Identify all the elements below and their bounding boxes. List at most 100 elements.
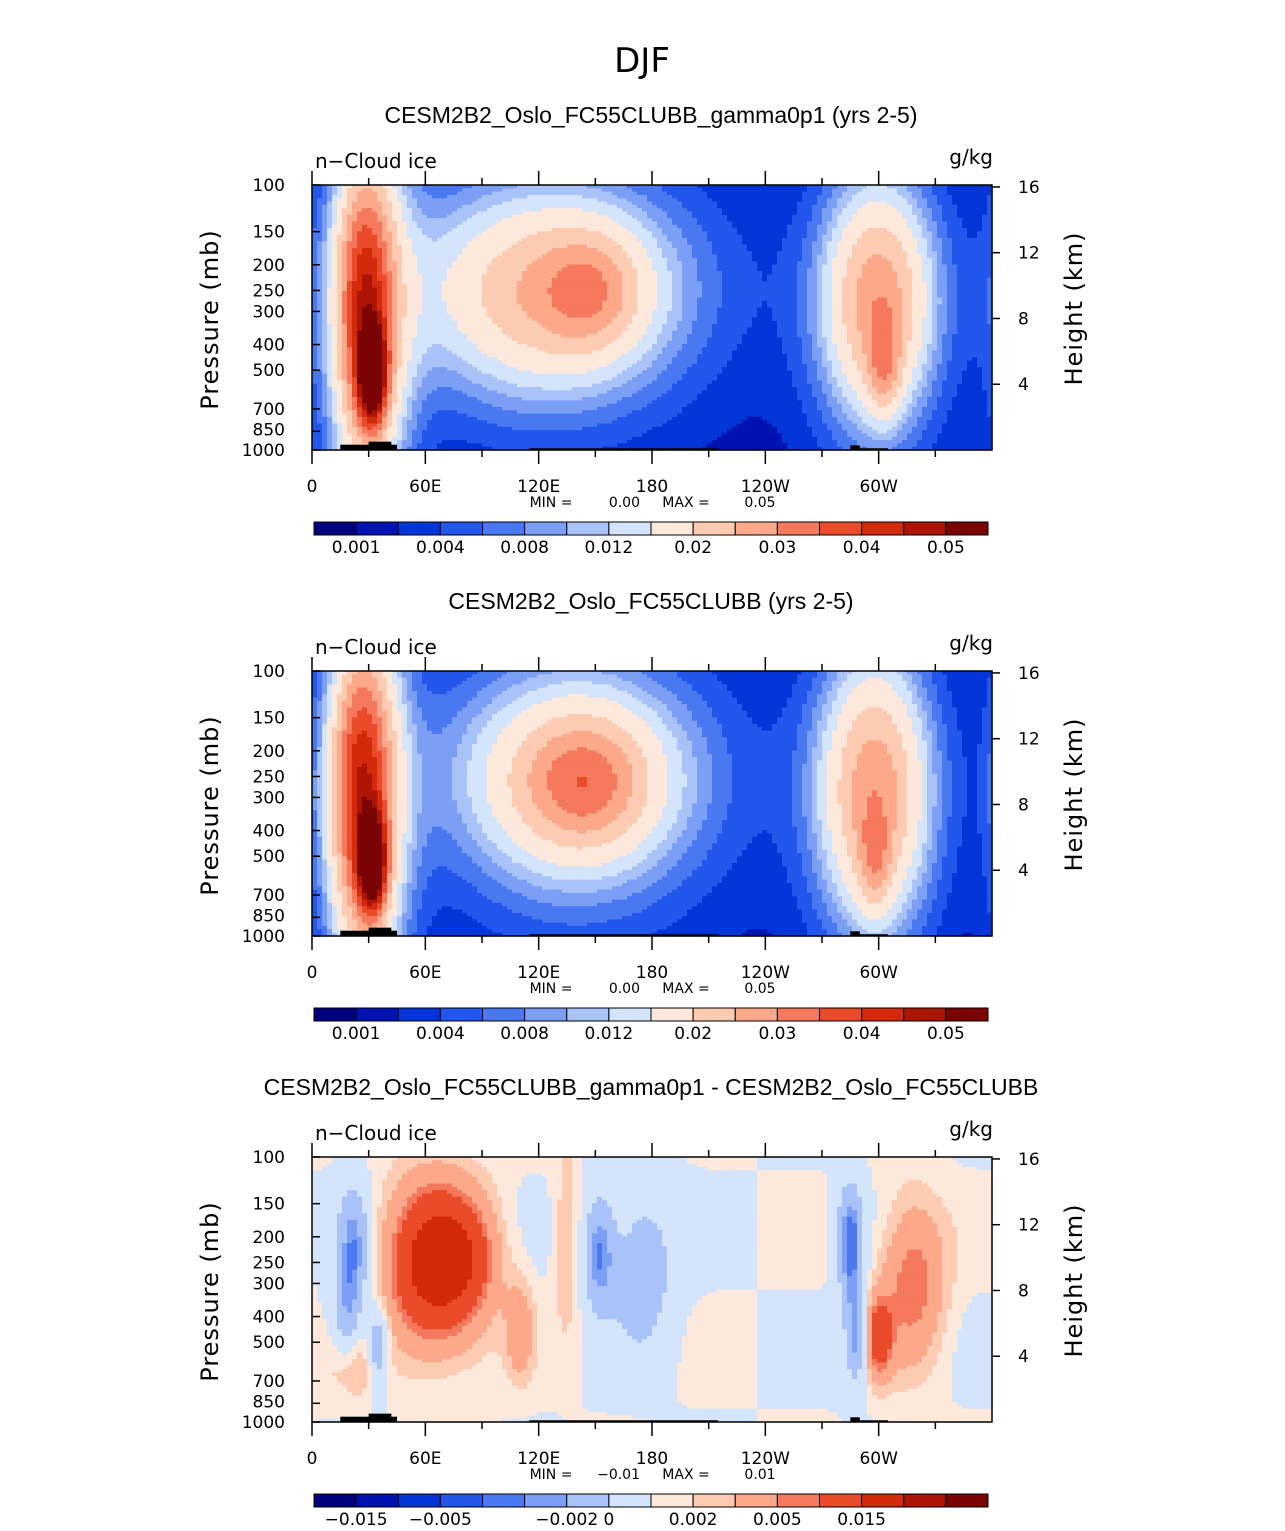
contour-cell — [742, 208, 748, 213]
contour-cell — [472, 231, 478, 236]
contour-cell — [722, 201, 728, 206]
contour-cell — [827, 228, 833, 232]
contour-cell — [667, 208, 673, 213]
contour-cell — [877, 228, 883, 232]
contour-cell — [407, 188, 413, 193]
contour-cell — [482, 208, 488, 213]
contour-cell — [327, 194, 333, 199]
contour-cell — [427, 218, 433, 223]
contour-cell — [487, 228, 493, 232]
contour-cell — [907, 191, 913, 196]
contour-cell — [817, 204, 823, 209]
contour-cell — [927, 231, 933, 236]
contour-cell — [772, 185, 778, 189]
contour-cell — [907, 204, 913, 209]
contour-cell — [947, 201, 953, 206]
contour-cell — [502, 228, 508, 232]
contour-cell — [817, 231, 823, 236]
contour-cell — [432, 214, 438, 219]
contour-cell — [547, 204, 553, 209]
contour-cell — [567, 185, 573, 189]
contour-cell — [487, 234, 493, 239]
contour-cell — [597, 218, 603, 223]
contour-cell — [922, 218, 928, 223]
contour-cell — [492, 191, 498, 196]
contour-cell — [427, 221, 433, 226]
contour-cell — [522, 218, 528, 223]
contour-cell — [492, 204, 498, 209]
contour-cell — [687, 201, 693, 206]
contour-cell — [702, 211, 708, 216]
contour-cell — [562, 201, 568, 206]
contour-cell — [452, 198, 458, 203]
contour-cell — [922, 204, 928, 209]
contour-cell — [372, 211, 378, 216]
contour-cell — [682, 221, 688, 226]
contour-cell — [477, 208, 483, 213]
contour-cell — [807, 234, 813, 239]
contour-cell — [832, 194, 838, 199]
contour-cell — [432, 185, 438, 189]
contour-cell — [862, 231, 868, 236]
contour-cell — [452, 231, 458, 236]
contour-cell — [572, 218, 578, 223]
contour-cell — [477, 231, 483, 236]
contour-cell — [497, 238, 503, 242]
contour-cell — [842, 231, 848, 236]
contour-cell — [597, 188, 603, 193]
contour-cell — [707, 231, 713, 236]
contour-cell — [682, 198, 688, 203]
contour-cell — [572, 198, 578, 203]
contour-cell — [652, 231, 658, 236]
chart-panel-1: CESM2B2_Oslo_FC55CLUBB_gamma0p1 (yrs 2-5… — [196, 102, 1088, 558]
contour-cell — [407, 218, 413, 223]
contour-cell — [912, 224, 918, 229]
contour-cell — [347, 238, 353, 242]
contour-cell — [757, 214, 763, 219]
contour-cell — [912, 234, 918, 239]
contour-cell — [657, 231, 663, 236]
contour-cell — [877, 204, 883, 209]
contour-cell — [677, 218, 683, 223]
contour-cell — [912, 198, 918, 203]
contour-cell — [447, 218, 453, 223]
contour-cell — [877, 214, 883, 219]
contour-cell — [952, 188, 958, 193]
contour-cell — [372, 224, 378, 229]
contour-cell — [367, 204, 373, 209]
contour-cell — [662, 234, 668, 239]
contour-cell — [937, 218, 943, 223]
contour-cell — [517, 194, 523, 199]
contour-cell — [757, 228, 763, 232]
contour-cell — [412, 185, 418, 189]
contour-cell — [387, 211, 393, 216]
contour-cell — [452, 211, 458, 216]
contour-cell — [942, 231, 948, 236]
contour-cell — [637, 234, 643, 239]
contour-cell — [712, 211, 718, 216]
contour-cell — [827, 198, 833, 203]
contour-cell — [837, 194, 843, 199]
contour-cell — [637, 228, 643, 232]
contour-cell — [452, 208, 458, 213]
contour-cell — [827, 201, 833, 206]
contour-cell — [617, 188, 623, 193]
contour-cell — [632, 188, 638, 193]
contour-cell — [732, 231, 738, 236]
contour-cell — [797, 191, 803, 196]
contour-cell — [577, 198, 583, 203]
contour-cell — [897, 201, 903, 206]
contour-cell — [977, 234, 983, 239]
contour-cell — [762, 211, 768, 216]
contour-cell — [472, 234, 478, 239]
contour-cell — [477, 188, 483, 193]
contour-cell — [982, 221, 988, 226]
contour-cell — [662, 204, 668, 209]
contour-cell — [797, 234, 803, 239]
contour-cell — [972, 185, 978, 189]
contour-cell — [837, 234, 843, 239]
contour-cell — [417, 191, 423, 196]
contour-cell — [592, 208, 598, 213]
contour-cell — [967, 201, 973, 206]
contour-cell — [527, 201, 533, 206]
